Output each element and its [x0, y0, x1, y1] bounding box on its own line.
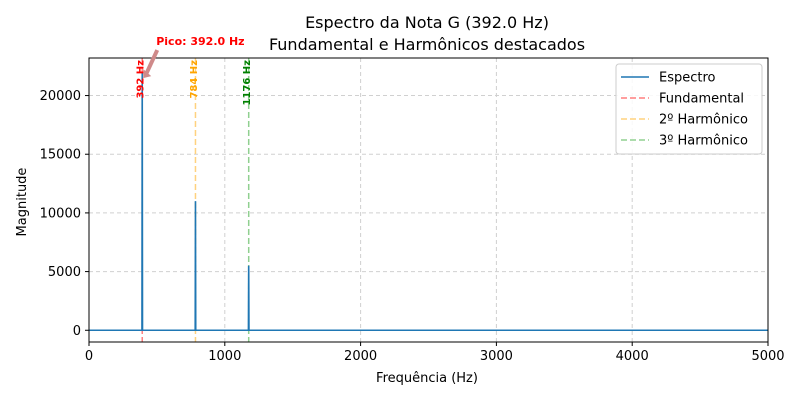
harmonic-marker-label: 1176 Hz	[242, 60, 253, 106]
x-tick-label: 0	[85, 349, 93, 364]
y-tick-label: 20000	[40, 89, 81, 104]
peak-annotation: Pico: 392.0 Hz	[143, 35, 245, 79]
series-lines	[89, 72, 768, 332]
x-axis-title: Frequência (Hz)	[376, 371, 478, 386]
legend-box	[615, 63, 763, 155]
y-tick-label: 15000	[40, 148, 81, 163]
x-tick-label: 2000	[344, 349, 377, 364]
legend-label: Fundamental	[659, 92, 744, 107]
spectrum-line	[89, 72, 768, 332]
x-tick-label: 3000	[480, 349, 513, 364]
axis-ticks: 0 1000 2000 3000 4000 5000 0 5000 10000 15000 2000…	[40, 89, 785, 364]
marker-labels: 392 Hz 784 Hz 1176 Hz	[136, 60, 253, 106]
y-tick-label: 5000	[48, 265, 81, 280]
legend-label: 3º Harmônico	[659, 134, 748, 149]
x-tick-label: 1000	[208, 349, 241, 364]
annotation-arrow-shaft	[143, 49, 160, 77]
harmonic-marker-label: 392 Hz	[136, 60, 147, 99]
x-tick-label: 5000	[751, 349, 784, 364]
chart-subtitle: Fundamental e Harmônicos destacados	[269, 35, 585, 54]
legend-label: 2º Harmônico	[659, 113, 748, 128]
x-tick-label: 4000	[616, 349, 649, 364]
chart-title: Espectro da Nota G (392.0 Hz)	[305, 13, 549, 32]
harmonic-marker-label: 784 Hz	[189, 60, 200, 99]
annotation-text: Pico: 392.0 Hz	[156, 35, 244, 48]
plot-frame	[88, 57, 769, 343]
annotation-arrow-head	[143, 69, 152, 79]
y-tick-label: 0	[73, 324, 81, 339]
legend-label: Espectro	[659, 71, 716, 86]
legend: Espectro Fundamental 2º Harmônico 3º Harmôn…	[615, 63, 763, 155]
y-tick-label: 10000	[40, 206, 81, 221]
y-axis-title: Magnitude	[15, 168, 30, 237]
